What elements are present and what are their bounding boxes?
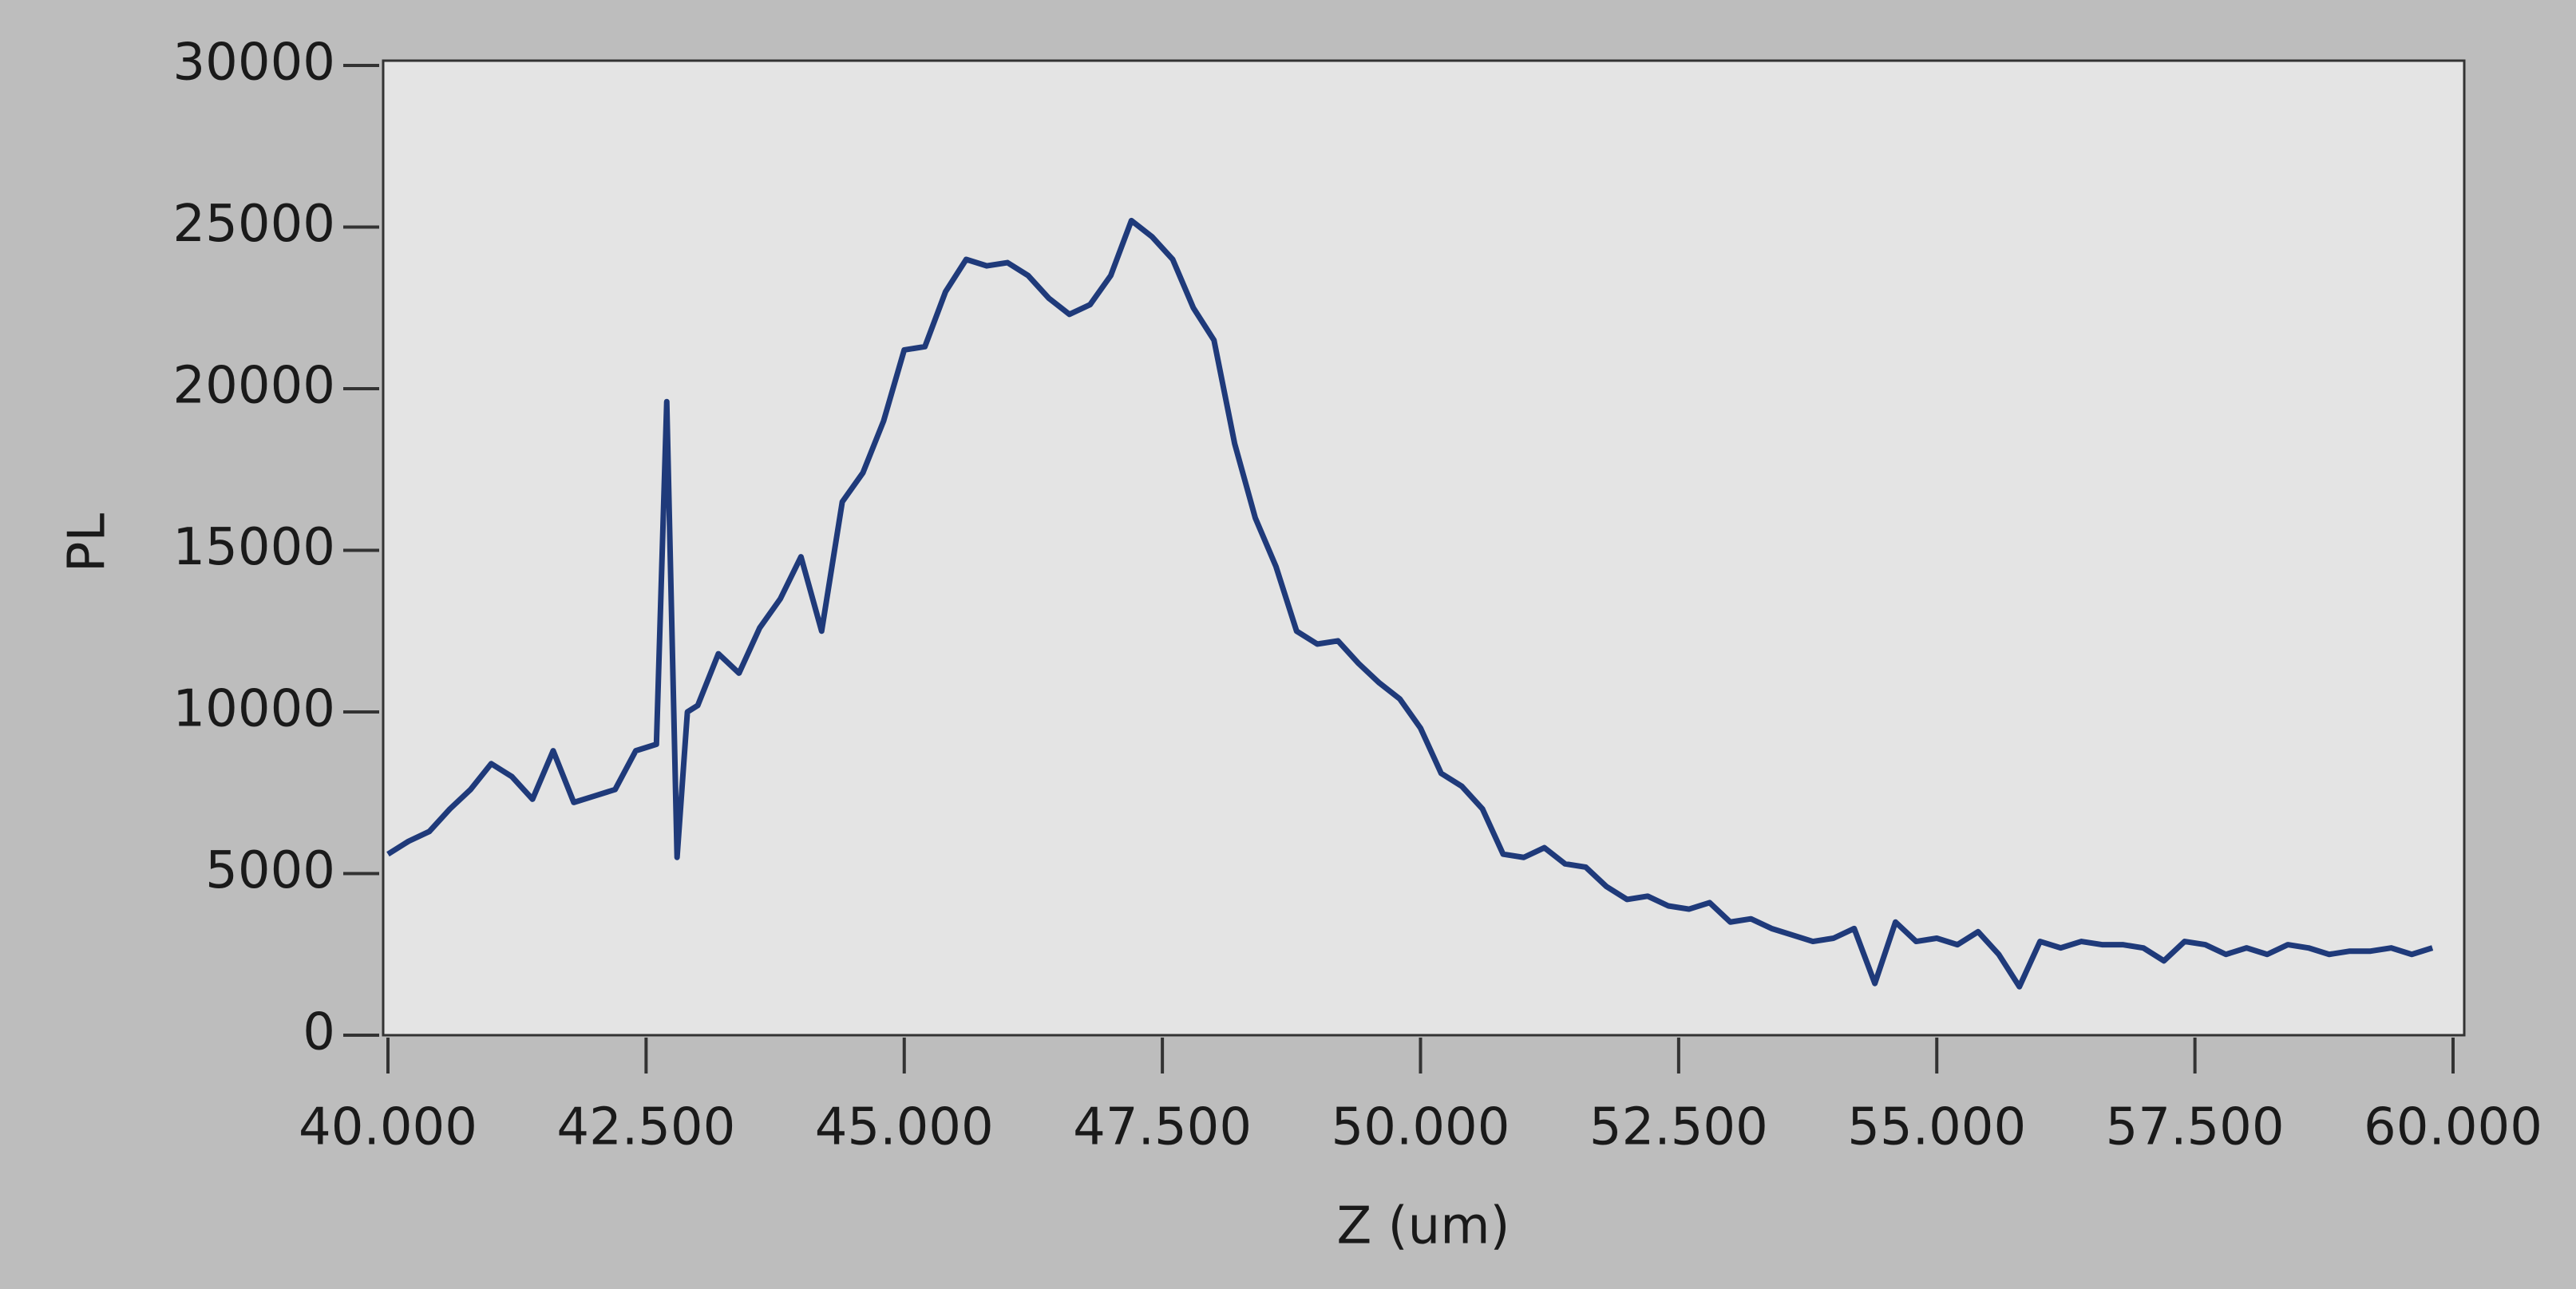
y-tick-label: 15000 xyxy=(172,518,335,577)
y-tick-label: 0 xyxy=(303,1003,335,1062)
y-tick-label: 25000 xyxy=(172,195,335,254)
x-axis-label: Z (um) xyxy=(1336,1197,1510,1256)
x-tick-label: 47.500 xyxy=(1073,1098,1252,1157)
y-tick-label: 5000 xyxy=(205,841,335,900)
x-tick-label: 52.500 xyxy=(1589,1098,1768,1157)
data-line xyxy=(386,217,2434,990)
plot-area xyxy=(382,59,2466,1037)
y-tick-label: 10000 xyxy=(172,680,335,739)
x-tick-label: 57.500 xyxy=(2106,1098,2285,1157)
y-axis-label: PL xyxy=(58,513,117,573)
x-tick-label: 55.000 xyxy=(1847,1098,2026,1157)
y-tick-label: 30000 xyxy=(172,34,335,93)
x-tick-label: 40.000 xyxy=(299,1098,477,1157)
y-tick-label: 20000 xyxy=(172,357,335,416)
x-tick-label: 50.000 xyxy=(1332,1098,1510,1157)
x-tick-label: 42.500 xyxy=(556,1098,735,1157)
x-tick-label: 45.000 xyxy=(815,1098,994,1157)
x-tick-label: 60.000 xyxy=(2364,1098,2542,1157)
